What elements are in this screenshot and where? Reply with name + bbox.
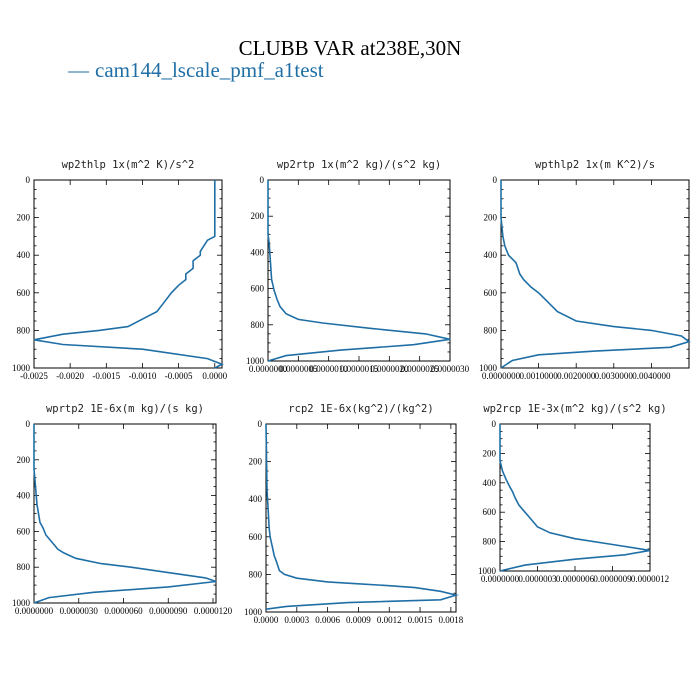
ytick-label: 800 bbox=[484, 325, 498, 335]
xtick-label: 0.0000 bbox=[254, 615, 279, 625]
xtick-label: 0.0000000 bbox=[15, 606, 54, 616]
series-line-6 bbox=[499, 424, 651, 572]
ytick-label: 0 bbox=[492, 419, 497, 429]
xtick-label: 0.0000020 bbox=[370, 364, 409, 374]
xtick-label: 0.0009 bbox=[346, 615, 371, 625]
xtick-label: 0.0000012 bbox=[631, 574, 669, 584]
xtick-label: 0.0000 bbox=[202, 371, 227, 381]
legend-label: cam144_lscale_pmf_a1test bbox=[95, 58, 324, 82]
ytick-label: 200 bbox=[17, 455, 31, 465]
ytick-label: 0 bbox=[258, 419, 263, 429]
ytick-label: 600 bbox=[249, 532, 263, 542]
ytick-label: 200 bbox=[17, 213, 31, 223]
ytick-label: 1000 bbox=[479, 363, 498, 373]
xtick-label: 0.0000120 bbox=[194, 606, 233, 616]
ytick-label: 800 bbox=[251, 320, 265, 330]
ytick-label: 400 bbox=[483, 478, 497, 488]
plot-title-1: wp2thlp 1x(m^2 K)/s^2 bbox=[62, 159, 195, 171]
xtick-label: 0.0000060 bbox=[104, 606, 143, 616]
legend: — cam144_lscale_pmf_a1test bbox=[68, 58, 324, 83]
xtick-label: 0.0000030 bbox=[60, 606, 99, 616]
ytick-label: 0 bbox=[26, 419, 31, 429]
xtick-label: -0.0020 bbox=[56, 371, 84, 381]
xtick-label: 0.0012 bbox=[377, 615, 402, 625]
xtick-label: 0.0040000 bbox=[632, 371, 671, 381]
series-line-4 bbox=[33, 424, 217, 604]
ytick-label: 600 bbox=[17, 526, 31, 536]
ytick-label: 800 bbox=[249, 569, 263, 579]
plot-title-2: wp2rtp 1x(m^2 kg)/(s^2 kg) bbox=[277, 159, 441, 171]
ytick-label: 200 bbox=[249, 457, 263, 467]
xtick-label: 0.0000000 bbox=[482, 371, 521, 381]
xtick-label: 0.0000005 bbox=[279, 364, 318, 374]
xtick-label: 0.0000025 bbox=[401, 364, 440, 374]
ytick-label: 400 bbox=[17, 250, 31, 260]
ytick-label: 1000 bbox=[12, 363, 31, 373]
ytick-label: 200 bbox=[483, 448, 497, 458]
series-line-2 bbox=[267, 180, 451, 362]
ytick-label: 1000 bbox=[246, 356, 265, 366]
xtick-label: 0.0000009 bbox=[593, 574, 632, 584]
ytick-label: 0 bbox=[260, 175, 265, 185]
xtick-label: 0.0000003 bbox=[518, 574, 557, 584]
xtick-label: 0.0000010 bbox=[310, 364, 349, 374]
xtick-label: 0.0020000 bbox=[557, 371, 596, 381]
xtick-label: 0.0000090 bbox=[149, 606, 188, 616]
xtick-label: 0.0000030 bbox=[431, 364, 470, 374]
xtick-label: -0.0005 bbox=[165, 371, 193, 381]
xtick-label: -0.0025 bbox=[20, 371, 48, 381]
xtick-label: 0.0000000 bbox=[249, 364, 288, 374]
plot-frame-6 bbox=[499, 423, 651, 572]
xtick-label: 0.0003 bbox=[284, 615, 309, 625]
ytick-label: 1000 bbox=[244, 607, 263, 617]
ytick-label: 0 bbox=[493, 175, 498, 185]
ytick-label: 1000 bbox=[478, 566, 497, 576]
xtick-label: 0.0000006 bbox=[556, 574, 595, 584]
ytick-label: 600 bbox=[17, 288, 31, 298]
ytick-label: 600 bbox=[484, 288, 498, 298]
plot-title-3: wpthlp2 1x(m K^2)/s bbox=[535, 159, 655, 171]
ytick-label: 600 bbox=[483, 507, 497, 517]
figure-title: CLUBB VAR at238E,30N bbox=[238, 36, 462, 60]
xtick-label: 0.0030000 bbox=[595, 371, 634, 381]
xtick-label: 0.0010000 bbox=[519, 371, 558, 381]
ytick-label: 400 bbox=[249, 494, 263, 504]
ytick-label: 600 bbox=[251, 284, 265, 294]
series-line-1 bbox=[33, 180, 224, 369]
ytick-label: 200 bbox=[484, 213, 498, 223]
ytick-label: 800 bbox=[17, 325, 31, 335]
legend-line-icon: — bbox=[68, 58, 89, 82]
xtick-label: -0.0015 bbox=[92, 371, 120, 381]
plot-frame-1 bbox=[33, 179, 223, 369]
series-line-5 bbox=[265, 423, 460, 610]
plot-title-6: wp2rcp 1E-3x(m^2 kg)/(s^2 kg) bbox=[483, 403, 666, 415]
plot-frame-3 bbox=[500, 179, 690, 369]
xtick-label: 0.0006 bbox=[315, 615, 340, 625]
series-line-3 bbox=[500, 180, 691, 369]
xtick-label: 0.0000015 bbox=[340, 364, 379, 374]
ytick-label: 400 bbox=[17, 491, 31, 501]
xtick-label: -0.0010 bbox=[129, 371, 157, 381]
ytick-label: 0 bbox=[26, 175, 31, 185]
ytick-label: 1000 bbox=[12, 598, 31, 608]
xtick-label: 0.0015 bbox=[408, 615, 433, 625]
ytick-label: 800 bbox=[483, 537, 497, 547]
plot-title-4: wprtp2 1E-6x(m kg)/(s kg) bbox=[46, 403, 204, 415]
plot-title-5: rcp2 1E-6x(kg^2)/(kg^2) bbox=[288, 403, 433, 415]
ytick-label: 400 bbox=[484, 250, 498, 260]
ytick-label: 200 bbox=[251, 211, 265, 221]
xtick-label: 0.0018 bbox=[438, 615, 463, 625]
xtick-label: 0.0000000 bbox=[481, 574, 520, 584]
ytick-label: 800 bbox=[17, 562, 31, 572]
ytick-label: 400 bbox=[251, 247, 265, 257]
